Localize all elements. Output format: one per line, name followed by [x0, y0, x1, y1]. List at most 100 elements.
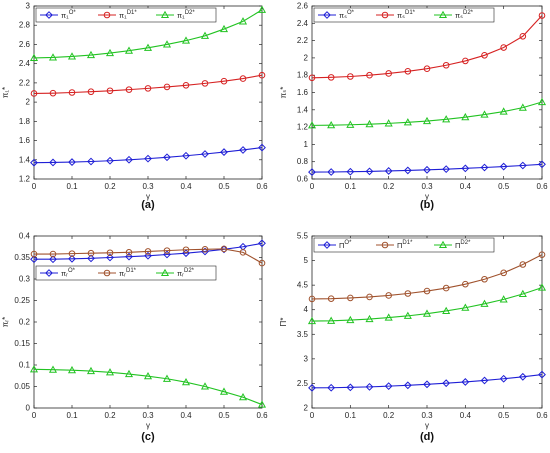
data-point: [403, 118, 412, 126]
data-point: [327, 120, 336, 129]
chart-panel-b: 0.6 0.8 1 1.2 1.4 1.6 1.8 2 2.2 2.4 2.6 0 0.1 0.2 0.3 0…: [279, 2, 548, 212]
series-2: [308, 12, 546, 82]
legend-label-base: πₛ: [397, 11, 405, 20]
x-tick-label: 0.1: [345, 411, 357, 420]
data-point: [384, 167, 393, 175]
data-point: [238, 393, 248, 401]
data-point: [308, 74, 316, 82]
data-point: [404, 68, 412, 75]
data-point: [538, 12, 546, 19]
data-point: [106, 249, 114, 257]
data-point: [257, 5, 267, 13]
y-tick-label: 0.8: [297, 157, 309, 166]
y-tick-label: 0.2: [19, 318, 31, 327]
y-tick-label: 0: [26, 404, 31, 413]
legend-marker: [381, 11, 389, 19]
data-point: [125, 155, 133, 164]
data-point: [239, 249, 247, 256]
data-point: [422, 116, 432, 125]
x-tick-label: 0.5: [218, 411, 230, 420]
x-axis-label: γ: [146, 421, 150, 430]
y-tick-label: 5.5: [297, 232, 309, 241]
y-tick-label: 4.5: [297, 281, 309, 290]
legend-marker: [45, 269, 53, 277]
data-point: [461, 303, 470, 311]
series-3: [307, 283, 547, 325]
data-point: [481, 52, 488, 59]
data-point: [519, 32, 527, 40]
data-point: [67, 52, 77, 60]
data-point: [163, 247, 171, 254]
data-point: [327, 74, 335, 81]
legend-label-base: Π: [339, 241, 344, 250]
data-point: [519, 261, 527, 268]
data-point: [30, 158, 38, 167]
legend-label: π₁D2*: [177, 10, 195, 20]
data-point: [87, 249, 95, 257]
data-point: [68, 254, 76, 263]
data-point: [480, 299, 489, 307]
x-tick-label: 0.2: [383, 182, 395, 191]
legend-label-superscript: O*: [344, 240, 352, 246]
data-point: [307, 121, 317, 129]
data-point: [144, 251, 152, 260]
series-1: [308, 370, 546, 392]
panel-label: (c): [141, 431, 155, 443]
data-point: [384, 382, 393, 391]
data-point: [162, 374, 172, 382]
data-point: [86, 366, 96, 375]
data-point: [258, 239, 266, 248]
x-tick-label: 0: [32, 411, 37, 420]
data-point: [347, 73, 354, 80]
data-point: [480, 163, 489, 172]
data-point: [219, 387, 229, 395]
x-tick-label: 0.1: [66, 411, 78, 420]
legend-marker: [323, 241, 331, 249]
legend-marker: [103, 269, 111, 277]
data-point: [219, 24, 229, 33]
series-3: [29, 365, 267, 408]
data-point: [537, 97, 547, 106]
legend-label: πₛO*: [339, 10, 355, 20]
series-1: [30, 143, 266, 167]
x-tick-label: 0.3: [421, 411, 433, 420]
data-point: [49, 255, 57, 264]
y-tick-label: 1.2: [19, 175, 31, 184]
y-tick-label: 3.5: [297, 330, 309, 339]
legend-label-base: Π: [455, 241, 460, 250]
x-tick-label: 0.4: [460, 182, 472, 191]
x-tick-label: 0.5: [218, 182, 230, 191]
data-point: [327, 168, 336, 176]
x-tick-label: 0: [310, 411, 315, 420]
data-point: [365, 167, 374, 176]
legend-label-superscript: O*: [68, 268, 76, 274]
data-point: [68, 250, 76, 257]
data-point: [238, 17, 248, 25]
chart-panel-c: 0 0.05 0.1 0.15 0.2 0.25 0.3 0.35 0.4 0 0.1 0.2 0.3 0…: [1, 232, 268, 444]
legend-label: πᵣO*: [61, 268, 76, 278]
data-point: [385, 70, 392, 77]
series-3: [29, 5, 267, 61]
data-point: [87, 88, 95, 96]
y-tick-label: 2.2: [297, 36, 309, 45]
data-point: [499, 295, 508, 303]
legend-label-base: π₁: [119, 11, 127, 20]
legend-box: [35, 7, 217, 23]
y-tick-label: 1.2: [297, 123, 309, 132]
data-point: [423, 380, 431, 389]
y-axis-label: Π*: [279, 318, 288, 327]
legend-label-superscript: D1*: [126, 268, 137, 274]
legend: πₛO* πₛD1* πₛD2*: [313, 7, 495, 23]
data-point: [106, 253, 114, 262]
y-tick-label: 1.4: [297, 105, 309, 114]
series-line: [311, 15, 543, 79]
x-tick-label: 0.4: [180, 182, 192, 191]
data-point: [442, 115, 451, 123]
data-point: [422, 309, 432, 317]
data-point: [220, 245, 228, 254]
legend-label-base: π₁: [61, 11, 69, 20]
plot-area: [33, 235, 263, 409]
data-point: [384, 313, 393, 321]
y-tick-label: 1.4: [19, 155, 31, 164]
data-point: [124, 46, 134, 54]
